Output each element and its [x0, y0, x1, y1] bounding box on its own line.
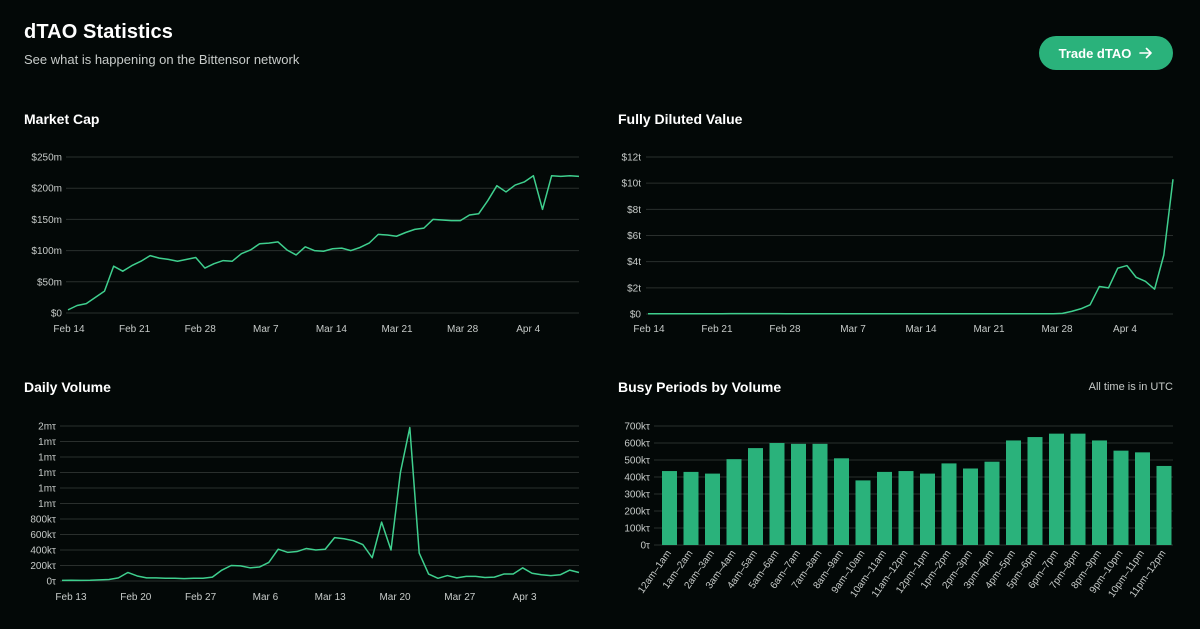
y-tick-label: 800kτ — [30, 515, 56, 526]
bar — [683, 471, 699, 545]
bar — [898, 471, 914, 545]
y-tick-label: 1mτ — [38, 437, 56, 448]
x-tick-label: Apr 3 — [513, 592, 537, 603]
bar — [705, 473, 720, 545]
y-tick-label: $10t — [622, 179, 642, 190]
y-tick-label: 700kτ — [624, 422, 650, 433]
y-tick-label: 0τ — [640, 541, 650, 552]
y-tick-label: $50m — [37, 277, 62, 288]
bar — [748, 448, 763, 545]
market-cap-chart: $0 $50m $100m $150m $200m $250m Feb 14 Feb 21 Fe… — [31, 153, 580, 335]
arrow-right-icon — [1139, 47, 1153, 59]
fdv-title: Fully Diluted Value — [618, 111, 743, 127]
y-tick-label: $200m — [31, 184, 62, 195]
bar — [726, 459, 742, 545]
y-tick-label: 2mτ — [38, 422, 56, 433]
x-tick-label: Mar 7 — [253, 324, 279, 335]
x-tick-label: Feb 28 — [185, 324, 217, 335]
y-tick-label: 1mτ — [38, 499, 56, 510]
x-tick-label: Mar 28 — [1041, 324, 1073, 335]
x-tick-label: Apr 4 — [516, 324, 540, 335]
bar — [1027, 437, 1043, 545]
market-cap-title: Market Cap — [24, 111, 100, 127]
x-tick-label: Feb 21 — [119, 324, 151, 335]
bar — [812, 443, 828, 545]
bar — [1070, 433, 1086, 545]
bar — [834, 458, 849, 545]
x-tick-label: Mar 21 — [973, 324, 1005, 335]
daily-volume-chart: 0τ 200kτ 400kτ 600kτ 800kτ 1mτ 1mτ 1mτ 1mτ 1mτ 2mτ… — [30, 422, 580, 603]
bar — [877, 471, 892, 545]
x-tick-label: Feb 28 — [769, 324, 801, 335]
x-tick-label: Feb 27 — [185, 592, 217, 603]
y-tick-label: $100m — [31, 246, 62, 257]
y-tick-label: 400kτ — [624, 473, 650, 484]
page-title: dTAO Statistics — [24, 21, 173, 43]
y-tick-label: 400kτ — [30, 546, 56, 557]
y-tick-label: $150m — [31, 215, 62, 226]
y-tick-label: 600kτ — [30, 530, 56, 541]
x-tick-label: Feb 20 — [120, 592, 152, 603]
y-tick-label: $0 — [630, 310, 642, 321]
y-tick-label: $6t — [627, 231, 641, 242]
x-tick-label: Mar 21 — [381, 324, 413, 335]
y-tick-label: 0τ — [46, 577, 56, 588]
x-tick-label: Feb 14 — [53, 324, 85, 335]
x-tick-label: Mar 28 — [447, 324, 479, 335]
y-tick-label: $4t — [627, 257, 641, 268]
y-tick-label: 300kτ — [624, 490, 650, 501]
bar — [855, 480, 871, 545]
y-tick-label: 500kτ — [624, 456, 650, 467]
y-tick-label: 1mτ — [38, 453, 56, 464]
bar — [1049, 433, 1064, 545]
trade-dtao-label: Trade dTAO — [1058, 45, 1132, 61]
x-tick-label: Mar 6 — [253, 592, 279, 603]
x-tick-label: Feb 14 — [633, 324, 665, 335]
y-tick-label: $12t — [622, 153, 642, 164]
busy-periods-title: Busy Periods by Volume — [618, 379, 782, 395]
y-tick-label: 100kτ — [624, 524, 650, 535]
x-tick-label: Feb 13 — [55, 592, 87, 603]
x-tick-label: Mar 14 — [905, 324, 937, 335]
fdv-chart: $0 $2t $4t $6t $8t $10t $12t Feb 14 Feb 21 Feb 28… — [622, 153, 1174, 335]
busy-periods-chart: 0τ100kτ200kτ300kτ400kτ500kτ600kτ700kτ12a… — [624, 422, 1173, 600]
y-tick-label: 200kτ — [30, 561, 56, 572]
y-tick-label: $2t — [627, 283, 641, 294]
bar — [769, 443, 785, 545]
y-tick-label: 600kτ — [624, 439, 650, 450]
y-tick-label: $8t — [627, 205, 641, 216]
y-tick-label: 1mτ — [38, 468, 56, 479]
bar — [1135, 452, 1150, 545]
bar — [920, 473, 935, 545]
y-tick-label: $250m — [31, 153, 62, 164]
y-tick-label: 1mτ — [38, 484, 56, 495]
bar — [1156, 465, 1172, 545]
x-tick-label: Mar 7 — [840, 324, 866, 335]
page-subtitle: See what is happening on the Bittensor n… — [24, 52, 300, 67]
x-tick-label: Mar 20 — [379, 592, 411, 603]
y-tick-label: 200kτ — [624, 507, 650, 518]
series-line — [648, 179, 1174, 315]
bar — [941, 463, 957, 545]
x-tick-label: Apr 4 — [1113, 324, 1137, 335]
x-tick-label: Mar 27 — [444, 592, 476, 603]
x-tick-label: Feb 21 — [701, 324, 733, 335]
y-tick-label: $0 — [51, 309, 63, 320]
series-line — [61, 426, 580, 582]
x-tick-label: Mar 14 — [316, 324, 348, 335]
series-line — [67, 174, 580, 311]
bar — [963, 468, 978, 545]
bar — [1006, 440, 1021, 545]
daily-volume-title: Daily Volume — [24, 379, 111, 395]
bar — [1113, 450, 1129, 545]
bar — [1092, 440, 1107, 545]
trade-dtao-button[interactable]: Trade dTAO — [1039, 36, 1173, 70]
bar — [662, 471, 677, 545]
timezone-note: All time is in UTC — [1088, 381, 1173, 393]
bar — [984, 461, 1000, 545]
bar — [791, 443, 806, 545]
x-tick-label: Mar 13 — [315, 592, 347, 603]
